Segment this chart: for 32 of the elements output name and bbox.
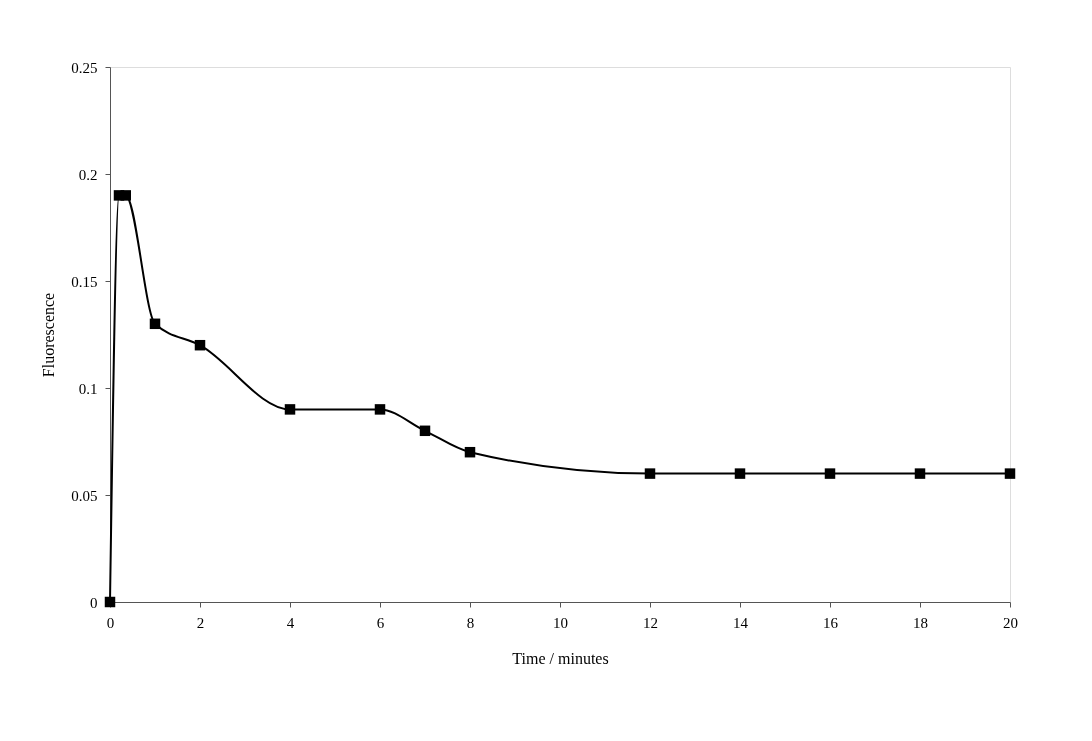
x-tick-label: 18 <box>913 614 928 631</box>
point <box>824 468 836 479</box>
point <box>284 404 296 415</box>
x-tick-label: 10 <box>553 614 568 631</box>
x-tick-label: 12 <box>643 614 658 631</box>
x-axis-title: Time / minutes <box>512 649 609 667</box>
point <box>374 404 386 415</box>
y-tick-label: 0.1 <box>78 380 98 397</box>
point <box>914 468 926 479</box>
x-tick-label: 4 <box>286 614 295 631</box>
point <box>644 468 656 479</box>
point <box>104 596 116 608</box>
point <box>419 425 431 437</box>
y-tick-label: 0.2 <box>78 166 98 183</box>
x-tick-label: 14 <box>733 614 749 631</box>
point <box>1004 468 1016 479</box>
x-tick-label: 20 <box>1003 614 1018 631</box>
point <box>149 318 161 330</box>
y-tick-label: 0.05 <box>71 487 98 504</box>
point <box>120 190 131 201</box>
y-tick-label: 0 <box>90 594 98 611</box>
x-tick-label: 2 <box>196 614 205 631</box>
point <box>464 446 476 458</box>
y-tick-label: 0.25 <box>71 59 98 76</box>
point <box>194 339 206 351</box>
x-tick-label: 16 <box>823 614 839 631</box>
point <box>734 468 746 479</box>
x-tick-label: 8 <box>466 614 475 631</box>
x-tick-label: 0 <box>106 614 115 631</box>
y-tick-label: 0.15 <box>71 273 98 290</box>
y-axis-title: Fluorescence <box>40 292 58 378</box>
x-tick-label: 6 <box>376 614 385 631</box>
